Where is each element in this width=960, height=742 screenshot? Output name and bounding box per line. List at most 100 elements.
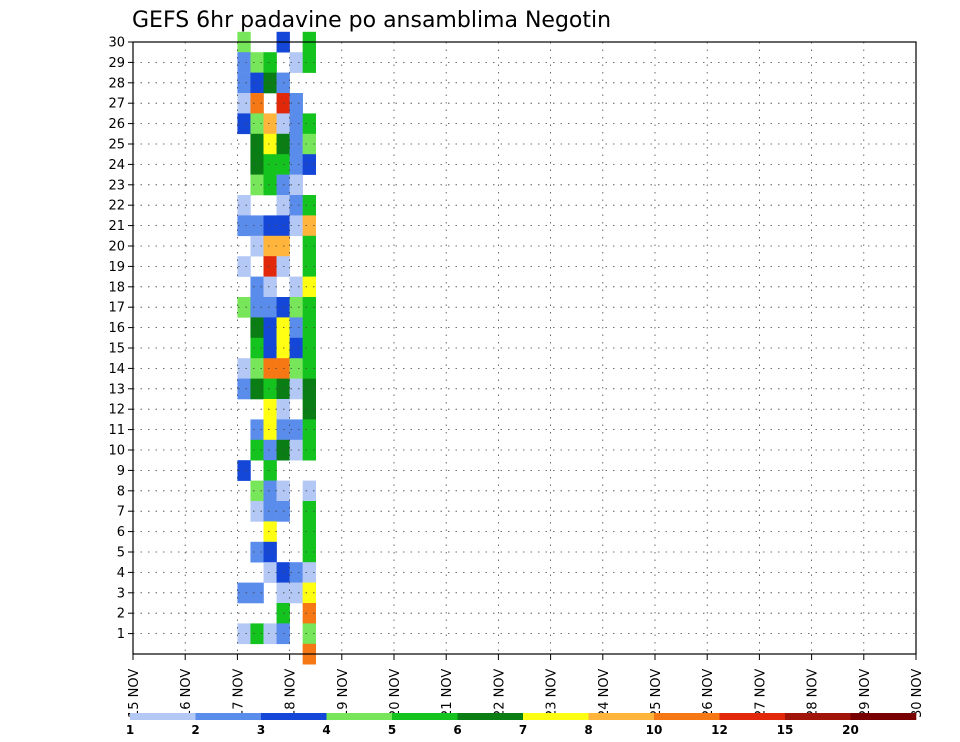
x-tick-label: 30 NOV [910,669,925,718]
heat-cell [263,378,277,400]
x-tick-label: 27 NOV [753,669,768,718]
x-tick-label: 26 NOV [701,669,716,718]
heat-cell [250,52,264,73]
heat-cell [302,603,316,624]
colorbar-label: 12 [711,723,728,737]
heat-cell [263,460,277,481]
y-tick-label: 14 [108,362,125,377]
heat-cell [302,358,316,379]
y-tick-label: 2 [117,607,125,622]
heat-cell [263,215,277,237]
heat-cell [237,623,251,645]
y-tick-label: 25 [108,138,125,153]
colorbar-swatch [588,713,655,720]
heat-cell [302,154,316,175]
heat-cell [289,174,303,196]
heat-cell [263,317,277,339]
colorbar-label: 3 [257,723,265,737]
y-tick-label: 13 [108,382,125,397]
heat-cell [250,378,264,400]
heat-cell [263,276,277,298]
heat-cell [237,582,251,604]
y-tick-label: 10 [108,444,125,459]
x-tick-label: 19 NOV [336,669,351,718]
y-tick-label: 23 [108,178,125,193]
heat-cell [302,256,316,277]
heat-cell [289,358,303,379]
colorbar-label: 4 [322,723,330,737]
heat-cell [250,297,264,318]
colorbar-label: 15 [777,723,794,737]
heat-cell [302,52,316,73]
heat-cell [289,195,303,216]
y-tick-label: 1 [117,627,125,642]
heat-cell [237,52,251,73]
y-tick-label: 27 [108,97,125,112]
heat-cell [250,215,264,237]
heat-cell [263,52,277,73]
x-tick-label: 21 NOV [440,669,455,718]
y-axis: 1234567891011121314151617181920212223242… [108,36,133,642]
y-tick-label: 28 [108,76,125,91]
heat-cell [302,419,316,441]
colorbar-label: 2 [191,723,199,737]
heat-cell [237,72,251,94]
x-axis: 15 NOV 16 NOV 17 NOV 18 NOV 19 NOV 20 NOV 21 N… [127,654,925,718]
heat-cell [250,439,264,461]
y-tick-label: 15 [108,342,125,357]
colorbar-swatch [130,713,196,720]
heat-cell [302,235,316,257]
heat-cell [263,439,277,461]
heat-cell [289,276,303,298]
heat-cell [237,195,251,216]
heat-cell [250,419,264,441]
heat-cell [302,480,316,502]
heat-cell [289,93,303,114]
heat-cell [302,133,316,155]
y-tick-label: 19 [108,260,125,275]
y-tick-label: 30 [108,36,125,51]
heat-cell [250,480,264,502]
x-tick-label: 20 NOV [388,669,403,718]
y-tick-label: 8 [117,484,125,499]
heat-cell [250,358,264,379]
heat-cell [289,419,303,441]
colorbar-swatch [392,713,458,720]
heat-cell [302,215,316,237]
heat-cell [237,297,251,318]
colorbar-swatch [326,713,393,720]
heat-cell [250,113,264,135]
colorbar-swatch [785,713,851,720]
heat-cell [302,399,316,420]
heat-cell [250,133,264,155]
x-tick-label: 23 NOV [545,669,560,718]
y-tick-label: 7 [117,505,125,520]
colorbar-swatch [261,713,327,720]
y-tick-label: 29 [108,56,125,71]
heat-cell [302,501,316,522]
heat-cell [289,337,303,359]
heat-cell [263,174,277,196]
heat-cell [263,297,277,318]
heat-cell [263,501,277,522]
colorbar-label: 1 [126,723,134,737]
heat-cell [237,93,251,114]
y-tick-label: 18 [108,280,125,295]
heat-cell [263,235,277,257]
heat-cell [250,72,264,94]
heat-cell [237,378,251,400]
heat-cell [302,317,316,339]
heat-cell [302,378,316,400]
heat-cell [250,541,264,563]
y-tick-label: 24 [108,158,125,173]
colorbar-label: 7 [519,723,527,737]
heat-cell [263,154,277,175]
heat-cell [250,501,264,522]
heat-cell [289,215,303,237]
y-tick-label: 4 [117,566,125,581]
heat-cell [263,113,277,135]
heat-cell [302,623,316,645]
heat-cell [289,378,303,400]
colorbar-label: 6 [453,723,461,737]
x-tick-label: 29 NOV [858,669,873,718]
